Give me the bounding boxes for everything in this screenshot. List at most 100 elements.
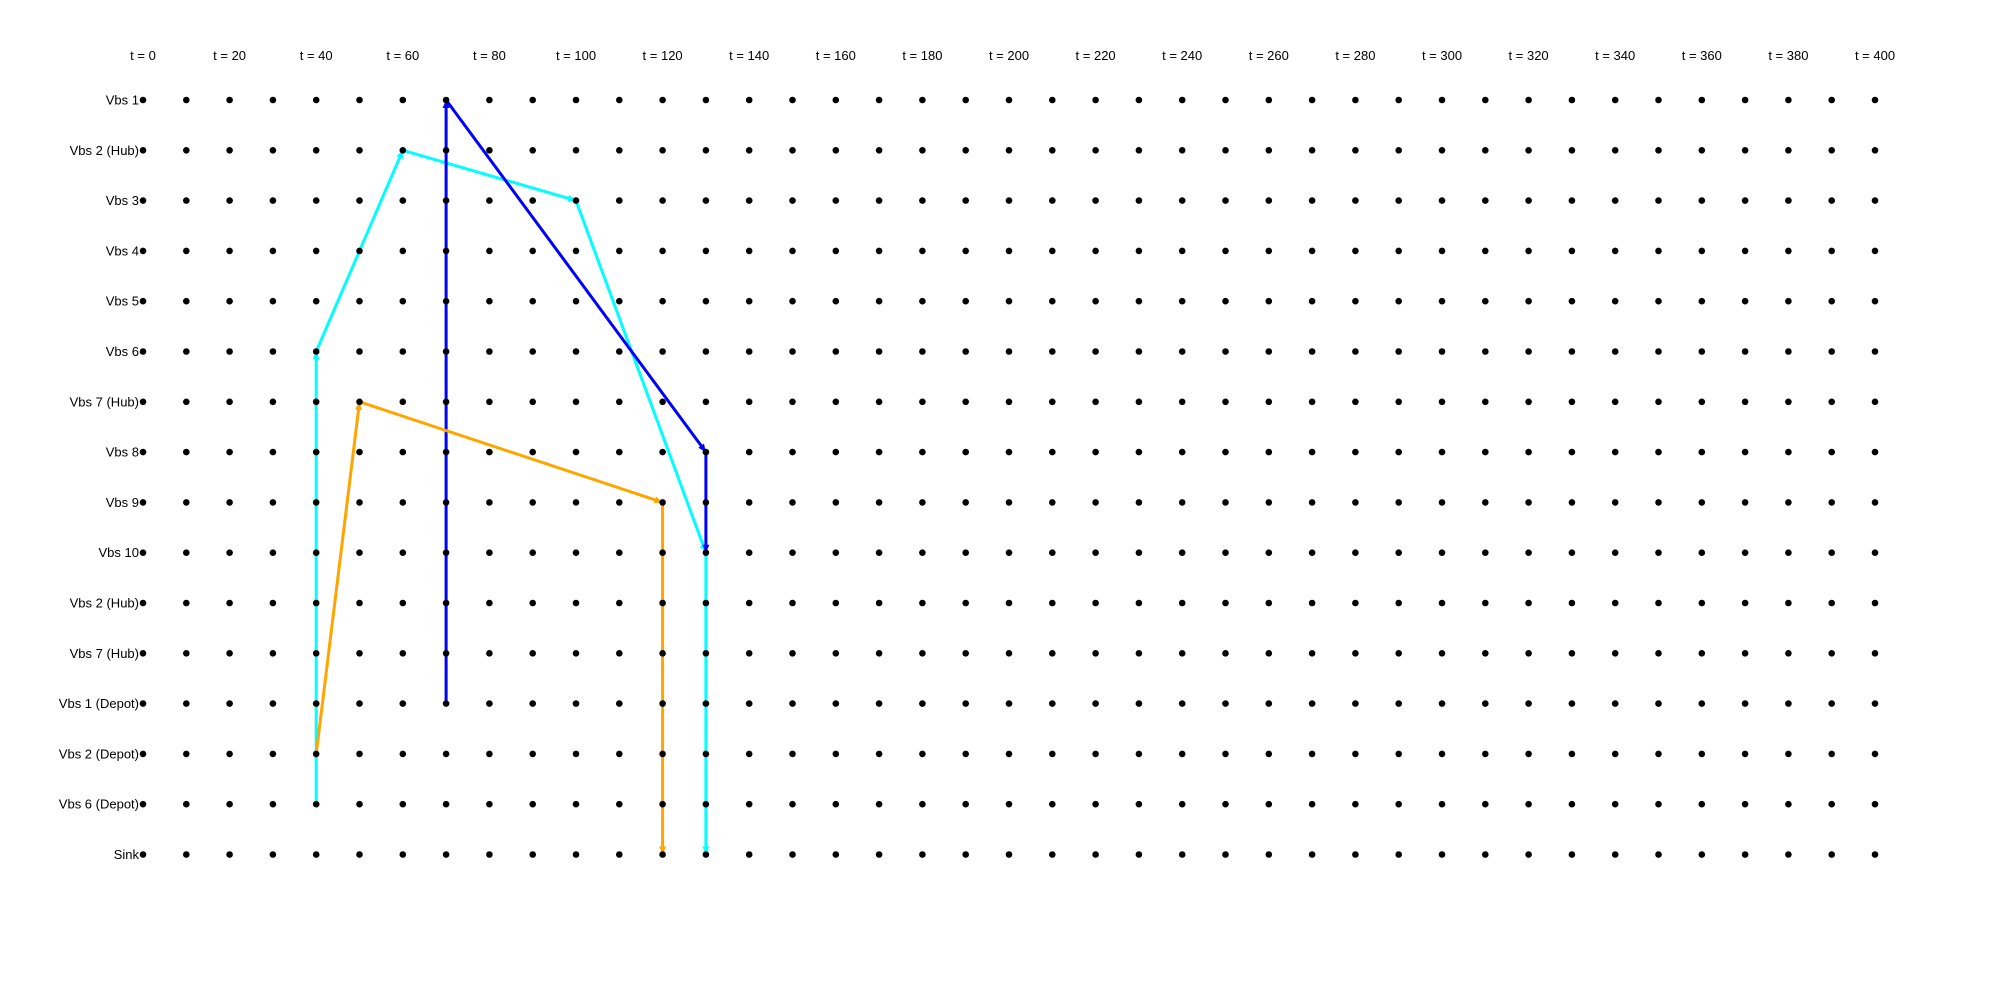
grid-dot	[226, 247, 233, 255]
grid-dot	[226, 197, 233, 204]
grid-dot	[875, 96, 883, 104]
grid-dot	[226, 750, 233, 758]
grid-dot	[1092, 398, 1099, 406]
grid-dot	[789, 448, 796, 456]
grid-dot	[832, 147, 840, 154]
grid-dot	[745, 750, 753, 758]
grid-dot	[1611, 96, 1619, 104]
grid-dot	[1785, 147, 1792, 154]
grid-dot	[1395, 650, 1402, 657]
grid-dot	[1655, 147, 1662, 154]
grid-dot	[442, 398, 450, 406]
grid-dot	[529, 348, 536, 355]
grid-dot	[1005, 297, 1013, 305]
grid-dot	[702, 650, 710, 657]
grid-dot	[1568, 549, 1576, 556]
grid-dot	[1525, 650, 1532, 657]
grid-dot	[572, 147, 580, 154]
grid-dot	[1871, 348, 1879, 355]
grid-dot	[139, 448, 147, 456]
grid-dot	[1611, 448, 1619, 456]
grid-dot	[1438, 700, 1446, 707]
grid-dot	[442, 599, 450, 607]
grid-dot	[399, 448, 407, 456]
grid-dot	[832, 247, 840, 255]
grid-dot	[1438, 398, 1446, 406]
grid-dot	[572, 599, 580, 607]
grid-dot	[1395, 851, 1402, 858]
grid-dot	[789, 197, 796, 204]
grid-dot	[962, 549, 969, 556]
grid-dot	[875, 297, 883, 305]
grid-dot	[356, 650, 363, 657]
node-label: Vbs 4	[106, 243, 139, 258]
grid-dot	[1482, 750, 1489, 758]
grid-dot	[616, 96, 623, 104]
grid-dot	[1135, 650, 1143, 657]
grid-dot	[1655, 398, 1662, 406]
grid-dot	[399, 348, 407, 355]
grid-dot	[1611, 297, 1619, 305]
grid-dot	[1871, 549, 1879, 556]
grid-dot	[442, 147, 450, 154]
grid-dot	[1308, 599, 1316, 607]
grid-dot	[1265, 800, 1273, 808]
grid-dot	[1049, 96, 1056, 104]
grid-dot	[1395, 297, 1402, 305]
grid-dot	[789, 499, 796, 506]
grid-dot	[919, 700, 926, 707]
grid-dot	[1352, 96, 1359, 104]
grid-dot	[1049, 650, 1056, 657]
grid-dot	[1092, 147, 1099, 154]
grid-dot	[1135, 851, 1143, 858]
grid-dot	[399, 700, 407, 707]
grid-dot	[789, 650, 796, 657]
grid-dot	[1655, 247, 1662, 255]
grid-dot	[226, 700, 233, 707]
grid-dot	[1741, 147, 1749, 154]
time-label: t = 200	[989, 48, 1029, 63]
grid-dot	[1092, 599, 1099, 607]
grid-dot	[572, 700, 580, 707]
grid-dot	[269, 650, 277, 657]
grid-dot	[919, 147, 926, 154]
grid-dot	[789, 297, 796, 305]
grid-dot	[1741, 247, 1749, 255]
grid-dot	[1222, 297, 1229, 305]
grid-dot	[875, 398, 883, 406]
grid-dot	[312, 851, 320, 858]
grid-dot	[1568, 700, 1576, 707]
grid-dot	[1395, 700, 1402, 707]
grid-dot	[702, 800, 710, 808]
grid-dot	[1308, 448, 1316, 456]
grid-dot	[1352, 197, 1359, 204]
grid-dot	[1655, 348, 1662, 355]
grid-dot	[1438, 549, 1446, 556]
grid-dot	[572, 549, 580, 556]
grid-dot	[875, 800, 883, 808]
grid-dot	[1135, 197, 1143, 204]
grid-dot	[486, 599, 493, 607]
grid-dot	[183, 499, 190, 506]
grid-dot	[1568, 599, 1576, 607]
grid-dot	[1871, 499, 1879, 506]
grid-dot	[529, 800, 536, 808]
grid-dot	[139, 700, 147, 707]
grid-dot	[1828, 96, 1835, 104]
grid-dot	[659, 599, 666, 607]
grid-dot	[875, 700, 883, 707]
grid-dot	[1395, 448, 1402, 456]
grid-dot	[745, 247, 753, 255]
route-segment	[358, 400, 665, 504]
time-label: t = 300	[1422, 48, 1462, 63]
grid-dot	[1482, 599, 1489, 607]
node-label: Vbs 2 (Depot)	[59, 746, 139, 761]
time-label: t = 260	[1249, 48, 1289, 63]
grid-dot	[1265, 499, 1273, 506]
grid-dot	[226, 499, 233, 506]
grid-dot	[1698, 197, 1706, 204]
grid-dot	[183, 96, 190, 104]
grid-dot	[1698, 96, 1706, 104]
time-label: t = 280	[1335, 48, 1375, 63]
grid-dot	[702, 398, 710, 406]
